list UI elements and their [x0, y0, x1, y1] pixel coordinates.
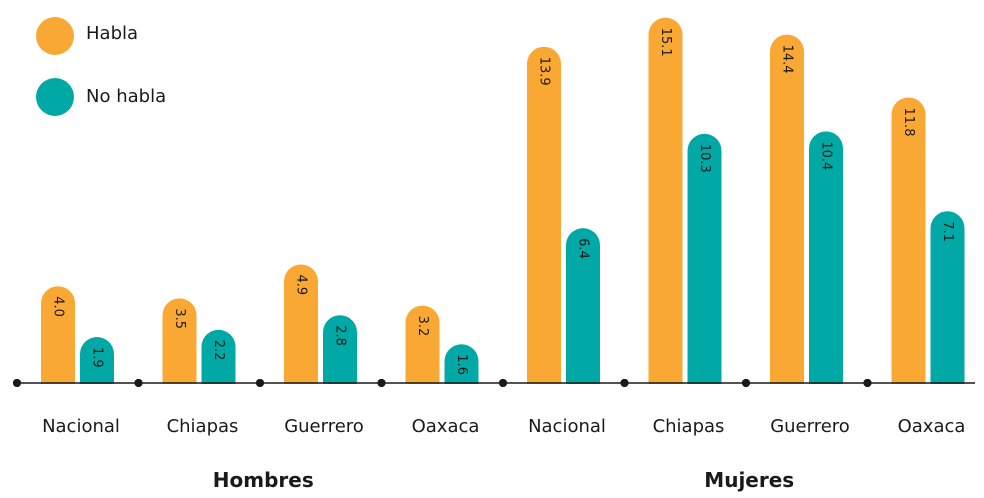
value-label: 10.3: [697, 144, 712, 173]
axis-dot: [377, 379, 386, 387]
bar-habla-oaxaca: [405, 305, 440, 400]
bar-habla-nacional: [527, 46, 561, 400]
legend-label-habla: Habla: [86, 23, 138, 44]
legend-marker-habla: [36, 17, 74, 55]
group-label-hombres: Hombres: [213, 468, 314, 492]
bar-habla-guerrero: [284, 264, 318, 400]
legend: Habla No habla: [36, 17, 166, 116]
baseline-mask: [0, 384, 984, 424]
bars: 4.0 1.9 3.5 2.2 4.9 2.8 3.2 1.6 13.9 6.4 15.1 10.3 1…: [0, 17, 984, 424]
value-label: 10.4: [819, 141, 834, 170]
group-label-mujeres: Mujeres: [704, 468, 794, 492]
axis-dot: [863, 379, 872, 387]
value-label: 1.9: [90, 347, 105, 368]
value-label: 1.6: [454, 354, 469, 375]
axis-dot: [13, 379, 21, 387]
legend-marker-no-habla: [36, 78, 74, 116]
category-label-guerrero: Guerrero: [284, 416, 364, 437]
bar-no-habla-guerrero: [809, 131, 843, 401]
value-label: 13.9: [537, 57, 552, 86]
bar-habla-nacional: [41, 286, 75, 400]
bar-no-habla-oaxaca: [930, 211, 965, 400]
value-label: 2.2: [211, 340, 226, 361]
value-label: 4.9: [294, 274, 309, 295]
category-labels: Nacional Chiapas Guerrero Oaxaca Nacional Chi…: [42, 416, 965, 492]
category-label-oaxaca: Oaxaca: [412, 416, 480, 437]
category-label-nacional: Nacional: [42, 416, 120, 437]
axis-dot: [742, 379, 750, 387]
category-label-oaxaca: Oaxaca: [898, 416, 966, 437]
value-label: 6.4: [576, 238, 591, 259]
axis-dot: [134, 379, 143, 387]
value-label: 2.8: [333, 325, 348, 346]
bar-habla-oaxaca: [891, 97, 926, 401]
bar-no-habla-guerrero: [323, 315, 357, 400]
value-label: 15.1: [658, 28, 673, 57]
legend-label-no-habla: No habla: [86, 86, 166, 107]
value-label: 3.5: [172, 308, 187, 329]
value-label: 14.4: [780, 45, 795, 74]
category-label-chiapas: Chiapas: [167, 416, 239, 437]
axis-dot: [256, 379, 264, 387]
value-label: 11.8: [901, 108, 916, 137]
axis-dot: [499, 379, 507, 387]
bar-no-habla-chiapas: [687, 133, 722, 400]
category-label-chiapas: Chiapas: [653, 416, 725, 437]
bar-no-habla-nacional: [566, 228, 600, 400]
value-label: 7.1: [940, 221, 955, 242]
value-label: 3.2: [415, 316, 430, 337]
value-label: 4.0: [51, 296, 66, 317]
bar-habla-chiapas: [648, 17, 683, 400]
bar-habla-chiapas: [162, 298, 197, 400]
axis-dot: [620, 379, 629, 387]
category-label-nacional: Nacional: [528, 416, 606, 437]
bar-habla-guerrero: [770, 34, 804, 400]
category-label-guerrero: Guerrero: [770, 416, 850, 437]
